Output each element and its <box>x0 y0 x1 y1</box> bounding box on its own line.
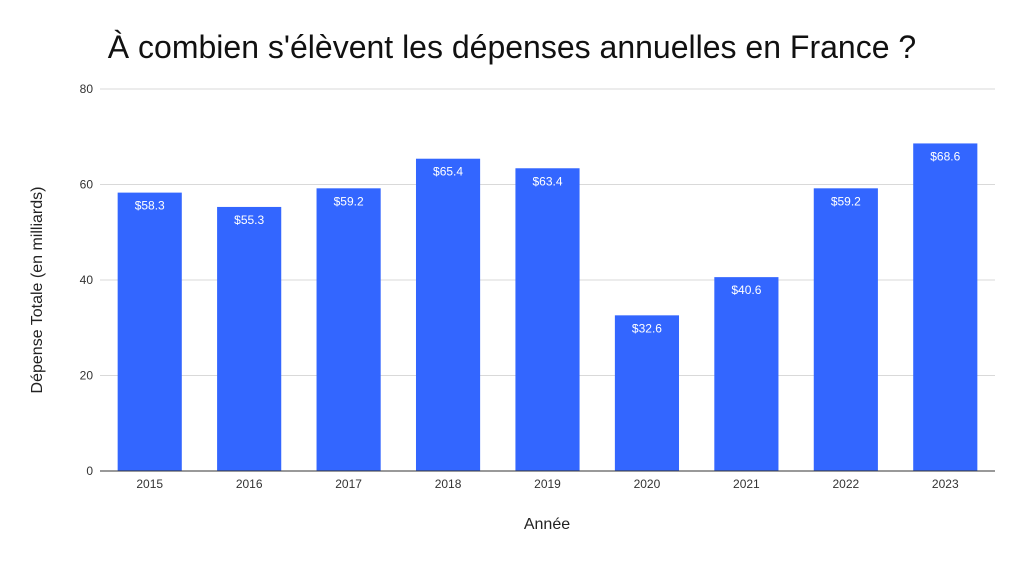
chart-title: À combien s'élèvent les dépenses annuell… <box>108 29 916 65</box>
data-label: $59.2 <box>334 194 364 208</box>
y-tick-label: 20 <box>80 369 94 383</box>
y-axis-ticks: 0 20 40 60 80 <box>80 82 94 478</box>
bar-2021 <box>714 277 779 471</box>
x-tick-label: 2016 <box>236 477 263 491</box>
y-tick-label: 80 <box>80 82 94 96</box>
x-tick-label: 2018 <box>435 477 462 491</box>
data-label: $65.4 <box>433 165 463 179</box>
data-label: $58.3 <box>135 199 165 213</box>
y-tick-label: 60 <box>80 178 94 192</box>
bar-2015 <box>117 192 182 471</box>
data-label: $68.6 <box>930 149 960 163</box>
x-tick-label: 2020 <box>634 477 661 491</box>
bar-2017 <box>316 188 381 471</box>
y-axis-label: Dépense Totale (en milliards) <box>29 187 46 394</box>
x-tick-label: 2022 <box>832 477 859 491</box>
data-label: $55.3 <box>234 213 264 227</box>
bar-2019 <box>515 168 580 471</box>
data-label: $32.6 <box>632 321 662 335</box>
data-label: $63.4 <box>532 174 562 188</box>
y-tick-label: 0 <box>86 464 93 478</box>
bar-2023 <box>913 143 978 471</box>
bar-2018 <box>415 158 481 471</box>
bar-2020 <box>614 315 680 471</box>
y-tick-label: 40 <box>80 273 94 287</box>
data-label: $40.6 <box>731 283 761 297</box>
bar-2016 <box>217 206 282 471</box>
bars: $58.3 $55.3 $59.2 $65.4 $63.4 $32.6 $40.6 $59.2… <box>117 143 978 471</box>
x-axis-ticks: 2015 2016 2017 2018 2019 2020 2021 2022 2023 <box>136 477 959 491</box>
x-tick-label: 2021 <box>733 477 760 491</box>
bar-2022 <box>813 188 878 471</box>
x-tick-label: 2017 <box>335 477 362 491</box>
data-label: $59.2 <box>831 194 861 208</box>
x-tick-label: 2019 <box>534 477 561 491</box>
x-axis-label: Année <box>524 516 570 533</box>
x-tick-label: 2015 <box>136 477 163 491</box>
x-tick-label: 2023 <box>932 477 959 491</box>
